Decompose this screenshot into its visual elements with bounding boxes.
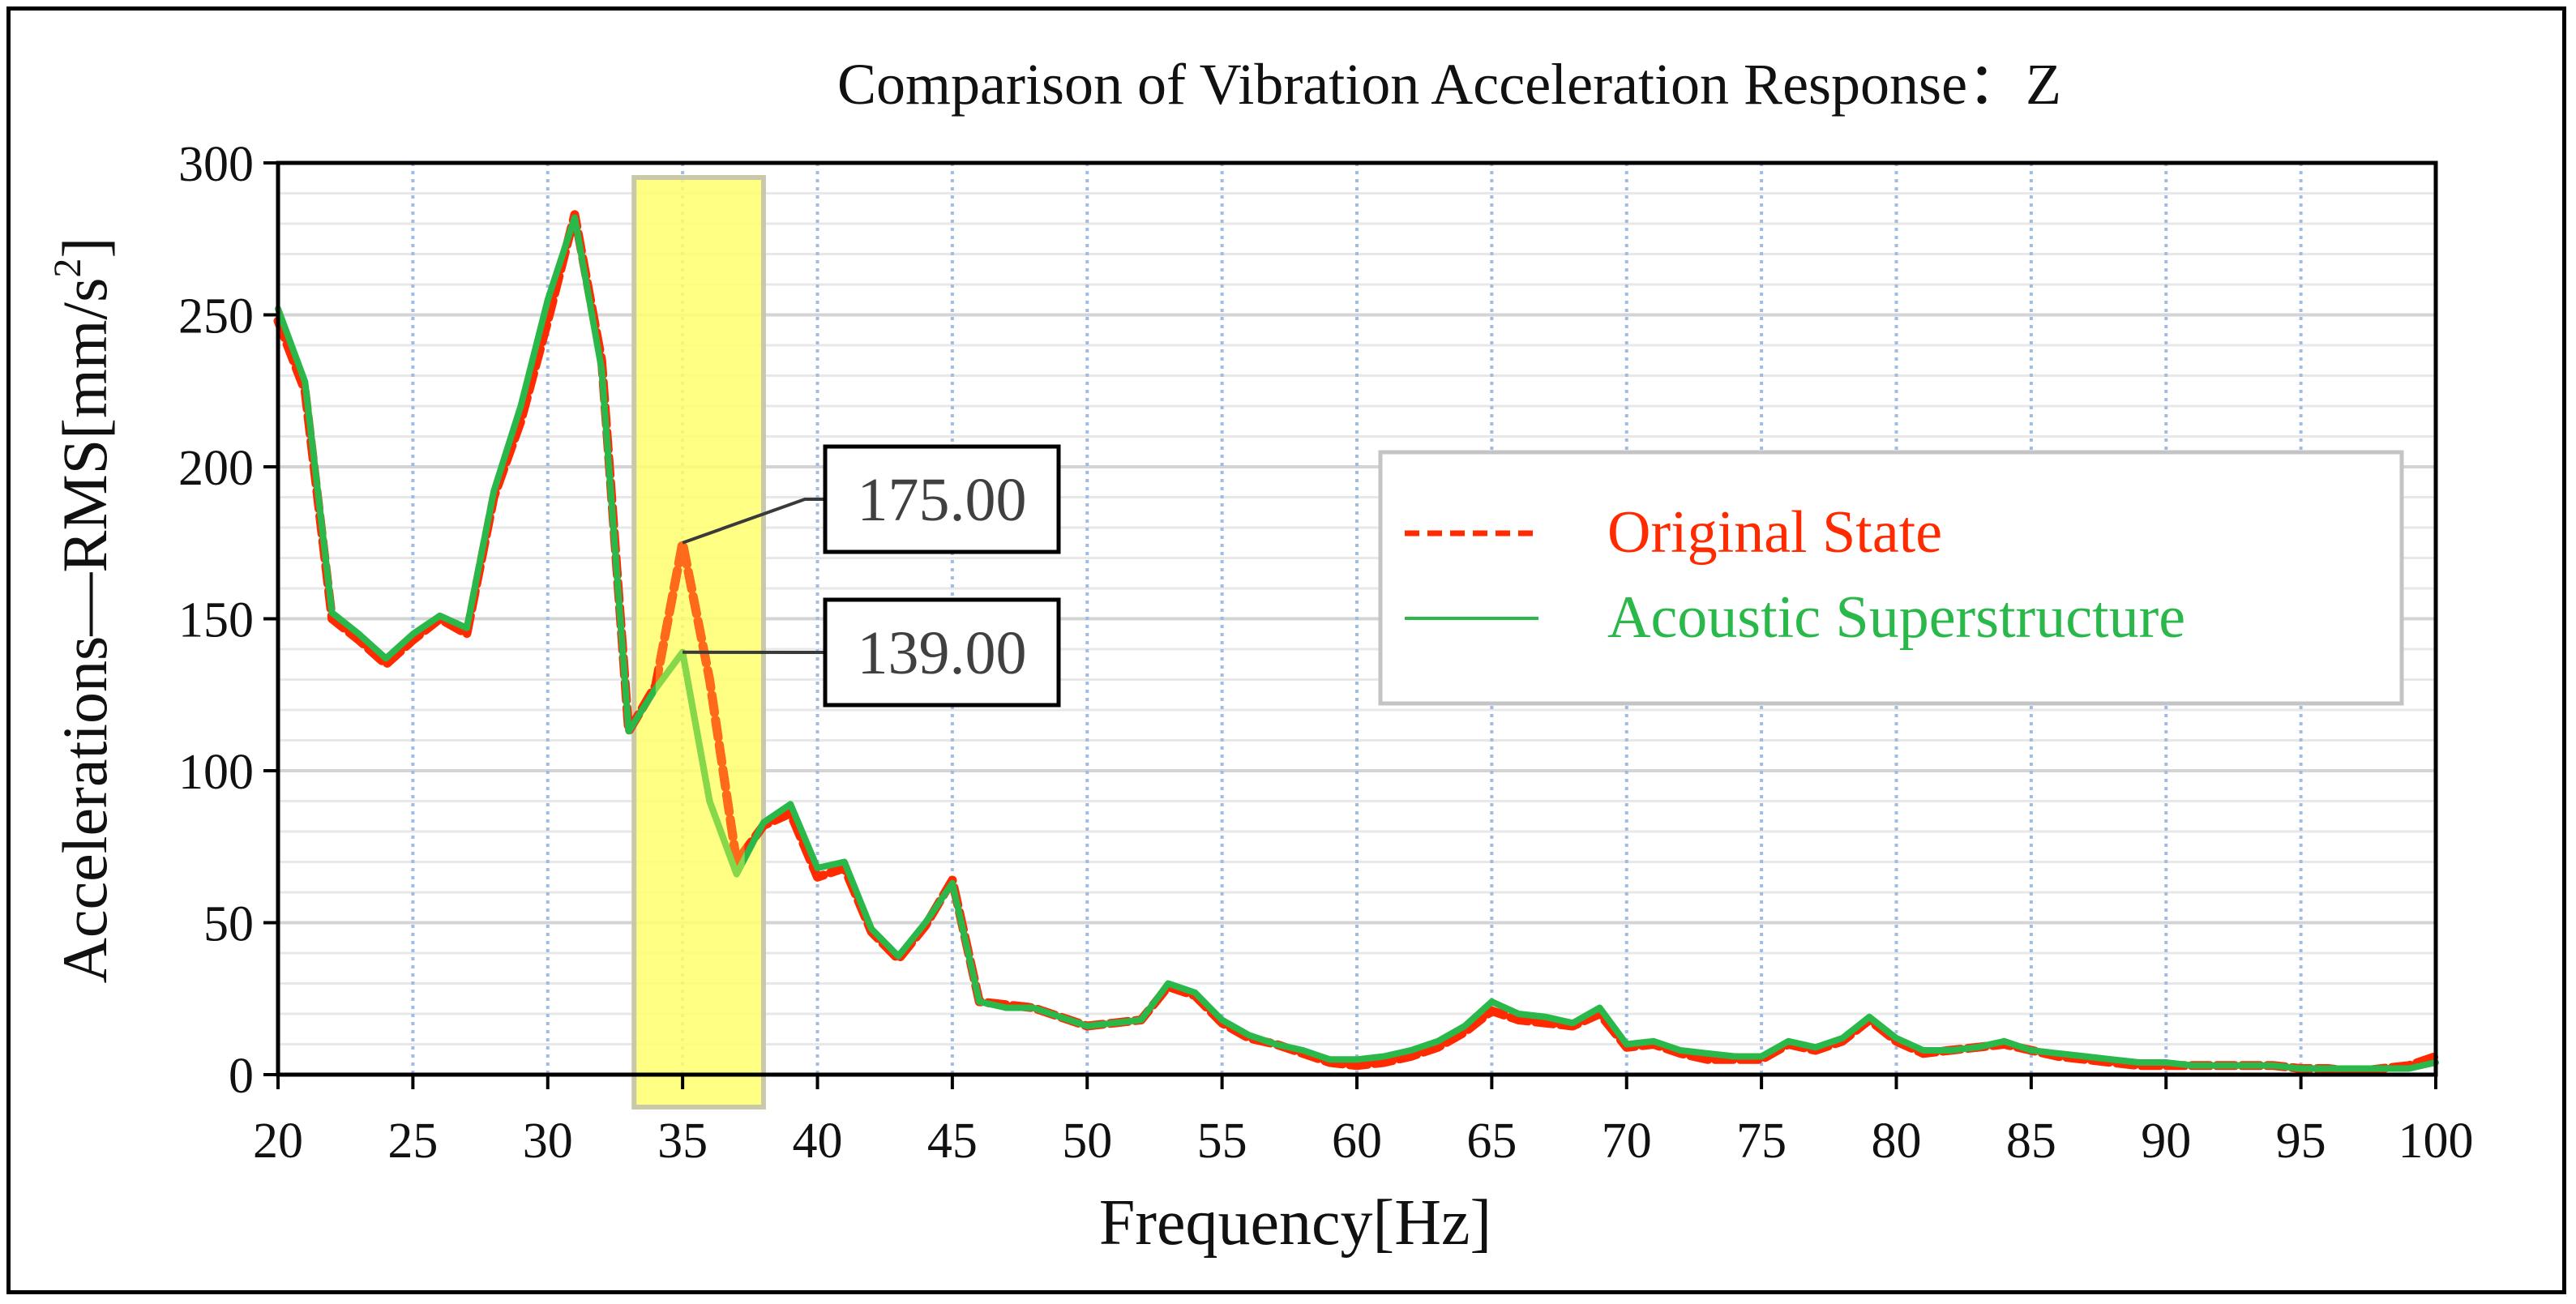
y-tick-label: 150 — [178, 593, 254, 648]
chart-title: Comparison of Vibration Acceleration Res… — [837, 52, 2061, 117]
callout-label: 139.00 — [858, 619, 1027, 687]
y-tick-label: 250 — [178, 289, 254, 344]
y-axis-label: Accelerations—RMS[mm/s2] — [46, 237, 120, 984]
x-tick-label: 70 — [1602, 1114, 1652, 1169]
y-axis-label-superscript: 2 — [46, 259, 89, 278]
x-tick-label: 25 — [387, 1114, 438, 1169]
legend-box — [1378, 450, 2404, 706]
chart-frame: 20 25 30 35 40 45 50 55 60 65 70 75 80 85 90 95 100 0 50 10… — [6, 6, 2566, 1294]
highlight-region — [631, 175, 766, 1109]
series-layer — [273, 210, 2441, 1076]
legend-label-acoustic: Acoustic Superstructure — [1607, 584, 2185, 651]
annotation-layer: 175.00 139.00 — [682, 444, 1061, 708]
x-tick-label: 95 — [2276, 1114, 2326, 1169]
axes-layer: 20 25 30 35 40 45 50 55 60 65 70 75 80 85 90 95 100 0 50 10… — [178, 137, 2474, 1169]
series-line-acoustic — [275, 214, 2439, 1072]
x-tick-label: 75 — [1736, 1114, 1787, 1169]
x-tick-label: 85 — [2006, 1114, 2056, 1169]
x-tick-label: 90 — [2141, 1114, 2191, 1169]
x-tick-label: 100 — [2398, 1114, 2474, 1169]
x-tick-label: 60 — [1332, 1114, 1382, 1169]
legend-label-original: Original State — [1607, 499, 1942, 566]
x-tick-label: 80 — [1872, 1114, 1922, 1169]
legend: Original State Acoustic Superstructure — [1378, 450, 2404, 706]
x-tick-label: 20 — [253, 1114, 303, 1169]
highlight-band — [631, 175, 766, 1109]
x-tick-label: 30 — [523, 1114, 573, 1169]
y-tick-label: 0 — [229, 1049, 254, 1104]
callout-box — [823, 444, 1061, 554]
y-tick-label: 300 — [178, 137, 254, 192]
x-tick-label: 45 — [927, 1114, 978, 1169]
y-tick-label: 200 — [178, 441, 254, 496]
x-tick-label: 40 — [793, 1114, 843, 1169]
x-tick-label: 35 — [657, 1114, 708, 1169]
callout-label: 175.00 — [858, 466, 1027, 534]
x-tick-label: 55 — [1197, 1114, 1247, 1169]
y-tick-label: 100 — [178, 745, 254, 800]
callout-leader-line — [682, 498, 825, 545]
vibration-chart: 20 25 30 35 40 45 50 55 60 65 70 75 80 85 90 95 100 0 50 10… — [46, 52, 2474, 1259]
y-axis-label-close: ] — [49, 237, 120, 259]
y-axis-label-main: Accelerations—RMS[mm/s — [49, 278, 120, 984]
callout-box — [823, 597, 1061, 708]
y-tick-label: 50 — [203, 897, 254, 952]
x-tick-label: 50 — [1062, 1114, 1112, 1169]
x-tick-label: 65 — [1466, 1114, 1517, 1169]
x-axis-label: Frequency[Hz] — [1099, 1187, 1491, 1259]
